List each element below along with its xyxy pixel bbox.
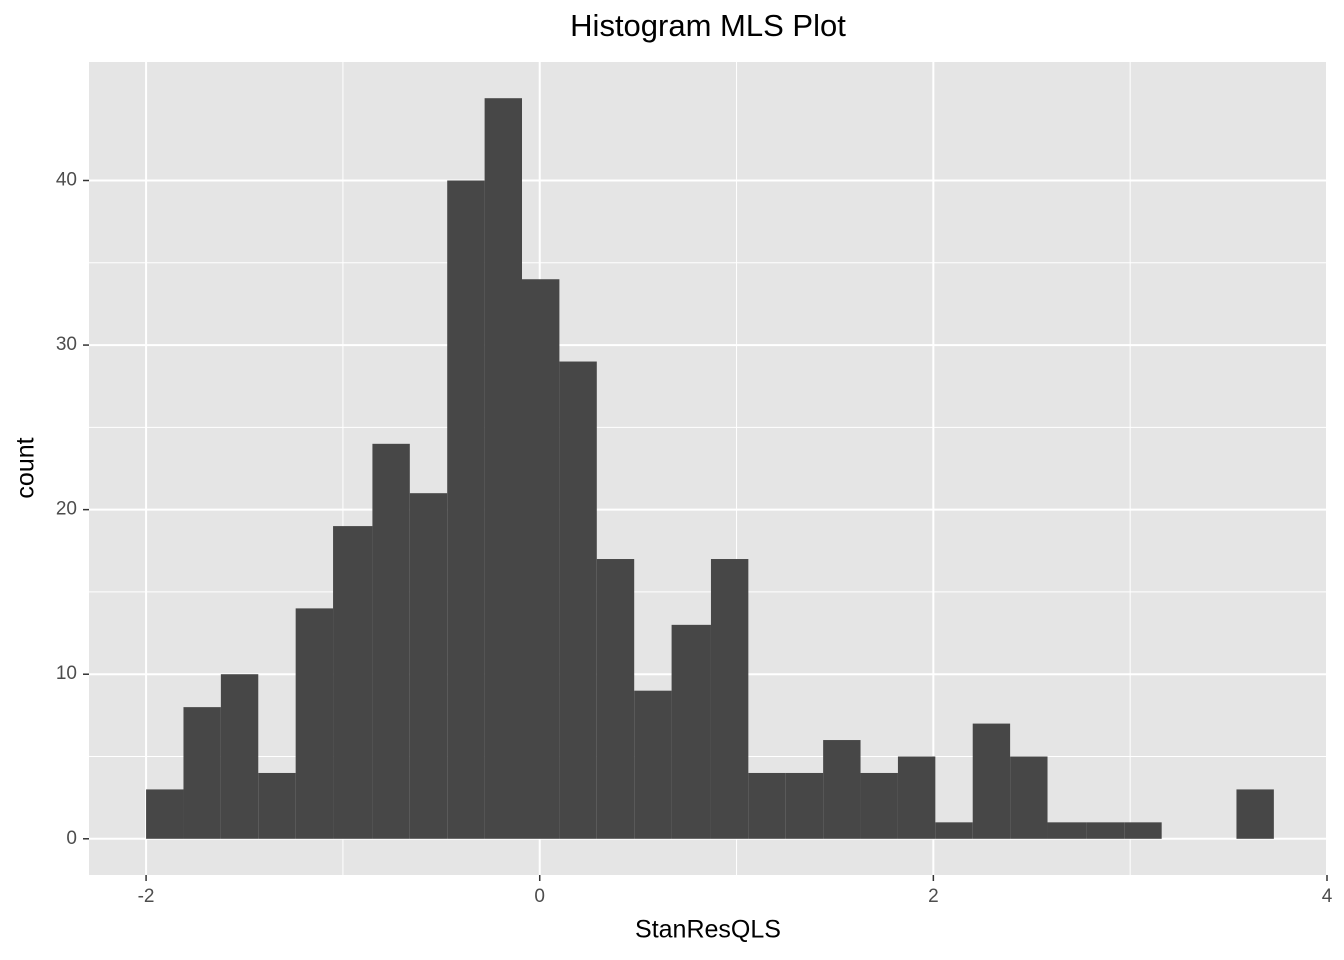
y-axis-title: count <box>12 437 40 498</box>
bar <box>1236 789 1274 839</box>
bar <box>935 822 973 839</box>
bar <box>972 723 1011 839</box>
bar <box>671 624 711 839</box>
bar <box>1010 756 1048 839</box>
x-tick-label: 0 <box>534 886 545 907</box>
y-tick-label: 10 <box>56 663 77 684</box>
y-tick-label: 20 <box>56 499 77 520</box>
bar <box>333 526 373 839</box>
bar <box>447 180 485 839</box>
bar <box>183 707 221 839</box>
bar <box>596 559 635 839</box>
bar <box>258 772 296 839</box>
bar <box>785 772 824 839</box>
bar <box>372 443 410 839</box>
bar <box>823 740 861 839</box>
bar <box>522 279 560 839</box>
y-tick-label: 0 <box>66 828 77 849</box>
bar <box>897 756 936 839</box>
bar <box>559 361 597 839</box>
chart-title: Histogram MLS Plot <box>570 8 846 43</box>
x-tick-label: 2 <box>928 886 939 907</box>
bar <box>860 772 898 839</box>
x-tick-label: -2 <box>138 886 155 907</box>
bar <box>1047 822 1087 839</box>
y-tick-label: 40 <box>56 170 77 191</box>
bar <box>295 608 334 839</box>
x-axis-title: StanResQLS <box>635 916 781 944</box>
y-tick-label: 30 <box>56 334 77 355</box>
bar <box>220 674 259 839</box>
bar <box>1124 822 1162 839</box>
x-tick-label: 4 <box>1322 886 1333 907</box>
bar <box>484 98 523 839</box>
bar <box>1086 822 1125 839</box>
bar <box>409 493 448 839</box>
bar <box>146 789 184 839</box>
bar <box>748 772 786 839</box>
bar <box>634 690 672 839</box>
bar <box>710 559 749 839</box>
